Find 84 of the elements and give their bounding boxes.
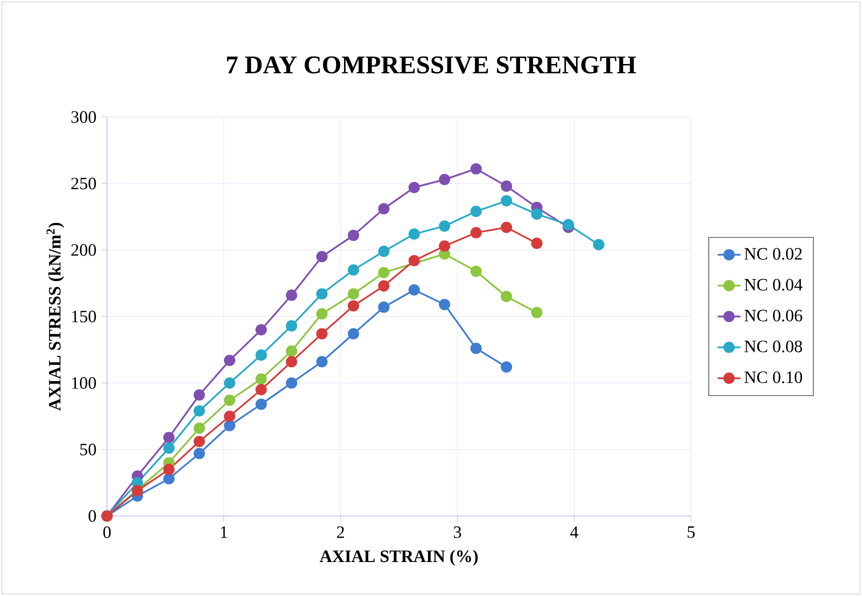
legend-label: NC 0.08	[744, 340, 802, 352]
point	[286, 320, 298, 332]
legend-label: NC 0.06	[744, 310, 802, 322]
point	[194, 436, 205, 448]
point	[470, 163, 482, 175]
x-axis-title: AXIAL STRAIN (%)	[320, 550, 478, 566]
point	[163, 464, 175, 476]
point	[316, 356, 328, 368]
point	[132, 485, 144, 496]
point	[378, 266, 390, 278]
point	[316, 250, 328, 262]
point	[378, 246, 390, 257]
y-axis-title: AXIAL STRESS (kN/m$^{2}$)	[46, 222, 64, 411]
point	[194, 422, 205, 434]
y-tick-label: 100	[72, 377, 96, 389]
point	[194, 405, 205, 417]
y-tick-label: 300	[71, 111, 96, 123]
chart-title: 7 DAY COMPRESSIVE STRENGTH	[227, 56, 636, 74]
x-tick-label: 3	[454, 526, 462, 538]
point	[500, 361, 512, 373]
point	[500, 195, 512, 206]
point	[224, 377, 236, 389]
y-tick-label: 250	[71, 178, 96, 190]
y-tick-label: 200	[71, 244, 96, 256]
point	[593, 239, 604, 250]
point	[224, 354, 236, 366]
point	[408, 284, 420, 296]
y-tick-label: 50	[80, 444, 96, 456]
point	[378, 203, 390, 214]
point	[286, 377, 298, 389]
point	[163, 442, 175, 454]
point	[256, 384, 267, 396]
x-tick-label: 0	[103, 526, 111, 538]
point	[348, 328, 360, 340]
point	[500, 222, 512, 234]
point	[194, 448, 205, 460]
point	[408, 228, 420, 240]
point	[256, 324, 267, 336]
point	[256, 373, 267, 385]
point	[348, 288, 360, 300]
point	[470, 227, 482, 238]
point	[470, 206, 482, 218]
point	[286, 356, 298, 368]
point	[194, 389, 205, 401]
point	[500, 290, 512, 302]
point	[163, 432, 175, 444]
legend-label: NC 0.02	[744, 248, 802, 260]
y-tick-label: 150	[72, 310, 96, 322]
point	[562, 219, 574, 230]
x-tick-label: 2	[337, 526, 344, 538]
point	[224, 420, 236, 432]
point	[531, 306, 542, 318]
y-tick-label: 0	[88, 510, 96, 522]
point	[438, 240, 450, 252]
point	[438, 220, 450, 232]
point	[531, 238, 542, 250]
point	[256, 349, 267, 361]
point	[408, 182, 420, 194]
x-tick-label: 4	[570, 526, 578, 538]
point	[316, 288, 328, 300]
point	[378, 302, 390, 313]
point	[348, 300, 360, 312]
point	[224, 410, 236, 422]
x-tick-label: 1	[220, 526, 228, 538]
point	[256, 398, 267, 410]
point	[316, 308, 328, 320]
point	[408, 254, 420, 266]
point	[531, 208, 542, 220]
point	[500, 180, 512, 192]
point	[224, 394, 236, 406]
point	[378, 280, 390, 292]
x-tick-label: 5	[688, 526, 695, 538]
point	[438, 298, 450, 310]
point	[316, 328, 328, 340]
point	[286, 290, 298, 301]
point	[438, 174, 450, 186]
legend-label: NC 0.10	[744, 371, 802, 384]
point	[470, 266, 482, 277]
point	[470, 342, 482, 354]
legend-label: NC 0.04	[744, 278, 802, 291]
point	[348, 264, 360, 276]
point	[348, 230, 360, 242]
point	[286, 345, 298, 357]
point	[163, 473, 175, 484]
